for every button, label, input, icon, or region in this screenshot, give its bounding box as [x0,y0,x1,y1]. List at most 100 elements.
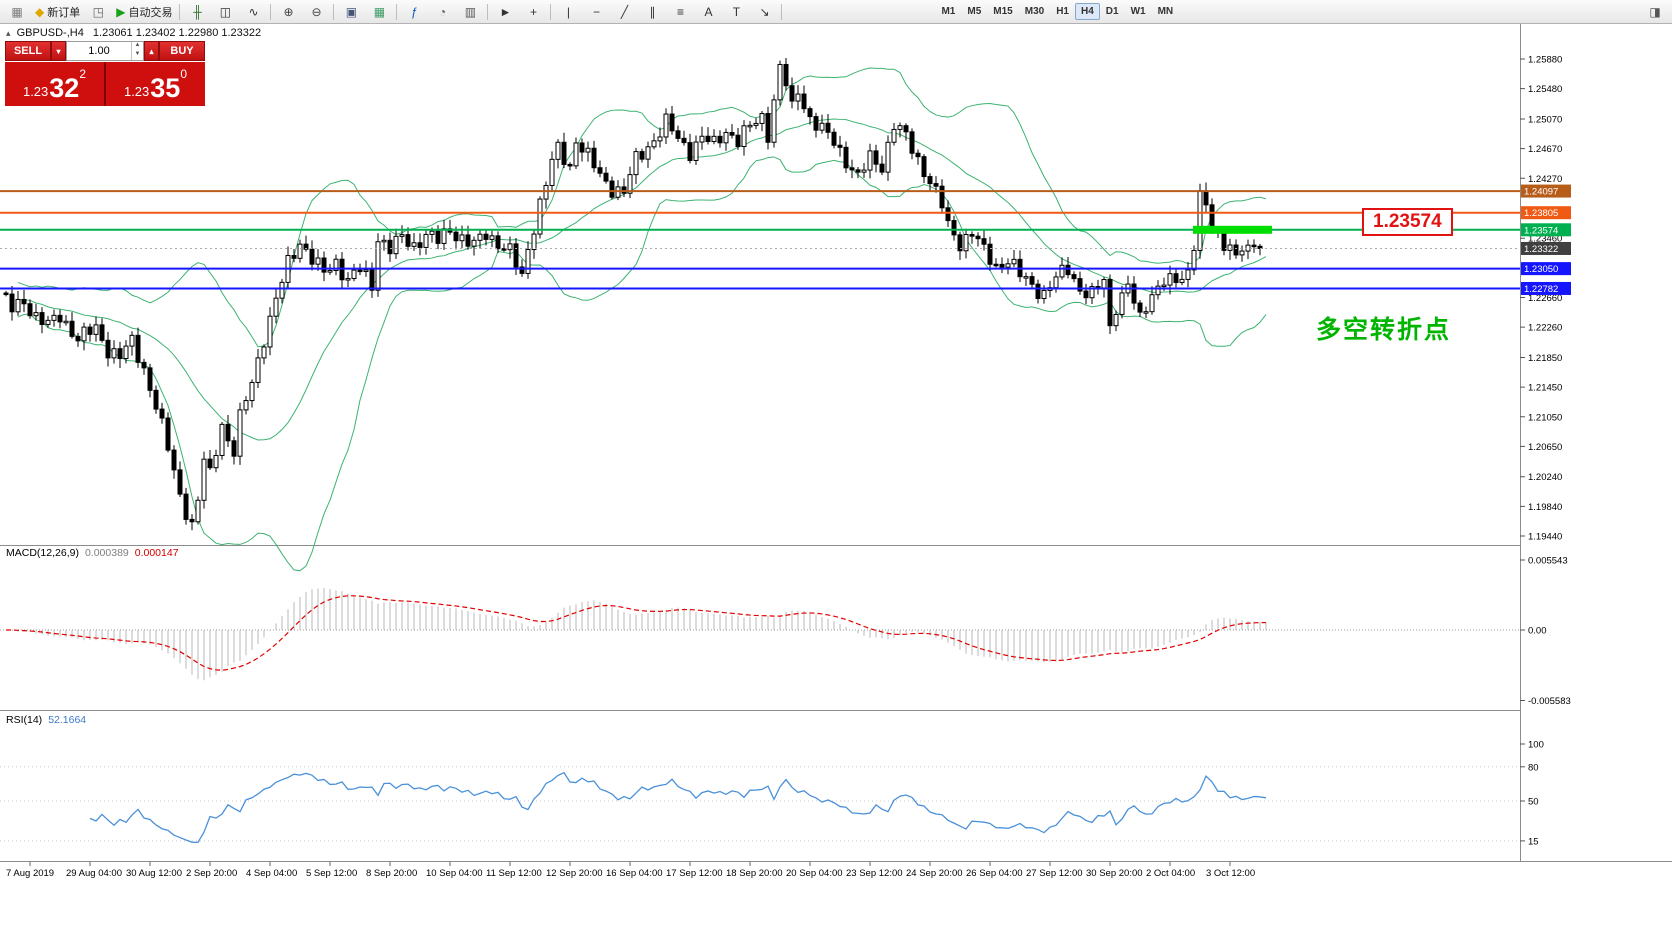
templates-icon: ▥ [464,4,477,19]
candle-body [1065,264,1071,276]
timeframe-m15[interactable]: M15 [993,6,1013,17]
time-axis-label: 8 Sep 20:00 [366,868,417,879]
candle-body [753,122,759,126]
zoom-in-icon[interactable]: ⊕ [274,1,302,23]
candle-body [819,122,825,131]
candle-body [795,93,801,102]
market-watch-icon[interactable]: ◳ [84,1,112,23]
timeframe-h1[interactable]: H1 [1056,6,1069,17]
candle-body [561,141,567,165]
candle-body [705,135,711,143]
bar-chart-icon[interactable]: ╫ [183,1,211,23]
line-chart-icon[interactable]: ∿ [239,1,267,23]
timeframe-w1[interactable]: W1 [1130,6,1146,17]
turning-point-annotation[interactable]: 多空转折点 [1316,316,1452,344]
highlight-segment[interactable] [1193,225,1272,234]
candle-body [747,124,753,128]
vertical-line-icon: | [566,4,571,19]
candle-body [1161,284,1167,288]
channel-icon[interactable]: ∥ [638,1,666,23]
candle-body [255,357,261,383]
candle-body [93,324,99,335]
arrows-icon[interactable]: ↘ [750,1,778,23]
trendline-icon[interactable]: ╱ [610,1,638,23]
candle-body [945,207,951,222]
candle-body [141,361,147,369]
candle-body [915,152,921,158]
templates-icon[interactable]: ▥ [456,1,484,23]
vertical-line-icon[interactable]: | [554,1,582,23]
timeframe-mn[interactable]: MN [1157,6,1174,17]
candle-body [81,326,87,342]
new-chart-icon[interactable]: ▦ [3,1,31,23]
indicators-icon[interactable]: ƒ [400,1,428,23]
candle-body [99,324,105,341]
periods-icon[interactable]: ◔ [428,1,456,23]
candle-body [639,151,645,160]
collapse-panel-icon[interactable]: ▴ [6,28,11,38]
time-axis-label: 17 Sep 12:00 [666,868,723,879]
candle-body [651,140,657,148]
macd-scale-label: -0.005583 [1528,696,1571,707]
candle-body [57,314,63,323]
toolbar-separator [396,3,398,20]
candle-body [861,169,867,173]
new-order-icon[interactable]: ◆ 新订单 [31,1,84,23]
candle-body [921,156,927,178]
price-tag [1521,241,1571,255]
buy-dropdown-icon[interactable]: ▴ [144,41,159,61]
bollinger-upper-band[interactable] [17,67,1267,348]
sell-price[interactable]: 1.23 32 2 [5,62,104,106]
tile-windows-icon[interactable]: ▣ [337,1,365,23]
price-axis-label: 1.22260 [1528,323,1562,334]
candle-body [789,85,795,102]
text-icon[interactable]: A [694,1,722,23]
fibonacci-icon[interactable]: ≡ [666,1,694,23]
candle-body [369,269,375,291]
crosshair-icon[interactable]: + [519,1,547,23]
candle-body [1119,292,1125,315]
time-axis-label: 24 Sep 20:00 [906,868,963,879]
horizontal-line-icon[interactable]: − [582,1,610,23]
zoom-out-icon[interactable]: ⊖ [302,1,330,23]
timeframe-h4[interactable]: H4 [1074,3,1100,20]
sell-dropdown-icon[interactable]: ▾ [51,41,66,61]
timeframe-m30[interactable]: M30 [1024,6,1045,17]
candle-body [363,269,369,272]
cursor-icon: ► [499,4,512,19]
sell-button[interactable]: SELL [5,41,51,61]
volume-spinner[interactable]: ▲ ▼ [131,42,143,60]
volume-input[interactable] [67,44,131,58]
bollinger-lower-band[interactable] [17,156,1267,572]
chart-shift-icon[interactable]: ◨ [1649,4,1661,19]
fibonacci-icon: ≡ [676,4,684,19]
spin-up-icon[interactable]: ▲ [134,42,141,48]
buy-button[interactable]: BUY [159,41,205,61]
candle-body [183,493,189,520]
timeframe-m1[interactable]: M1 [941,6,956,17]
timeframe-m5[interactable]: M5 [967,6,982,17]
buy-price[interactable]: 1.23 35 0 [106,62,205,106]
cursor-icon[interactable]: ► [491,1,519,23]
time-axis-label: 30 Sep 20:00 [1086,868,1143,879]
spin-down-icon[interactable]: ▼ [134,51,141,57]
candle-body [1227,244,1233,251]
timeframe-group: M1 M5 M15 M30 H1 H4 D1 W1 MN [935,3,1179,20]
candle-body [75,335,81,342]
price-axis-label: 1.22660 [1528,293,1562,304]
candlestick-chart-icon[interactable]: ◫ [211,1,239,23]
candle-body [837,144,843,148]
autotrading-icon[interactable]: ▶ 自动交易 [112,1,176,23]
bollinger-middle-band[interactable] [17,118,1267,441]
candle-body [453,231,459,242]
price-tag-label: 1.23322 [1524,244,1558,255]
price-axis-label: 1.19440 [1528,532,1562,543]
grid-icon[interactable]: ▦ [365,1,393,23]
level-callout-label[interactable]: 1.23574 [1362,208,1453,236]
timeframe-d1[interactable]: D1 [1105,6,1119,17]
candle-body [1071,274,1077,280]
arrows-icon: ↘ [759,4,770,19]
label-icon[interactable]: T [722,1,750,23]
candle-body [759,113,765,124]
